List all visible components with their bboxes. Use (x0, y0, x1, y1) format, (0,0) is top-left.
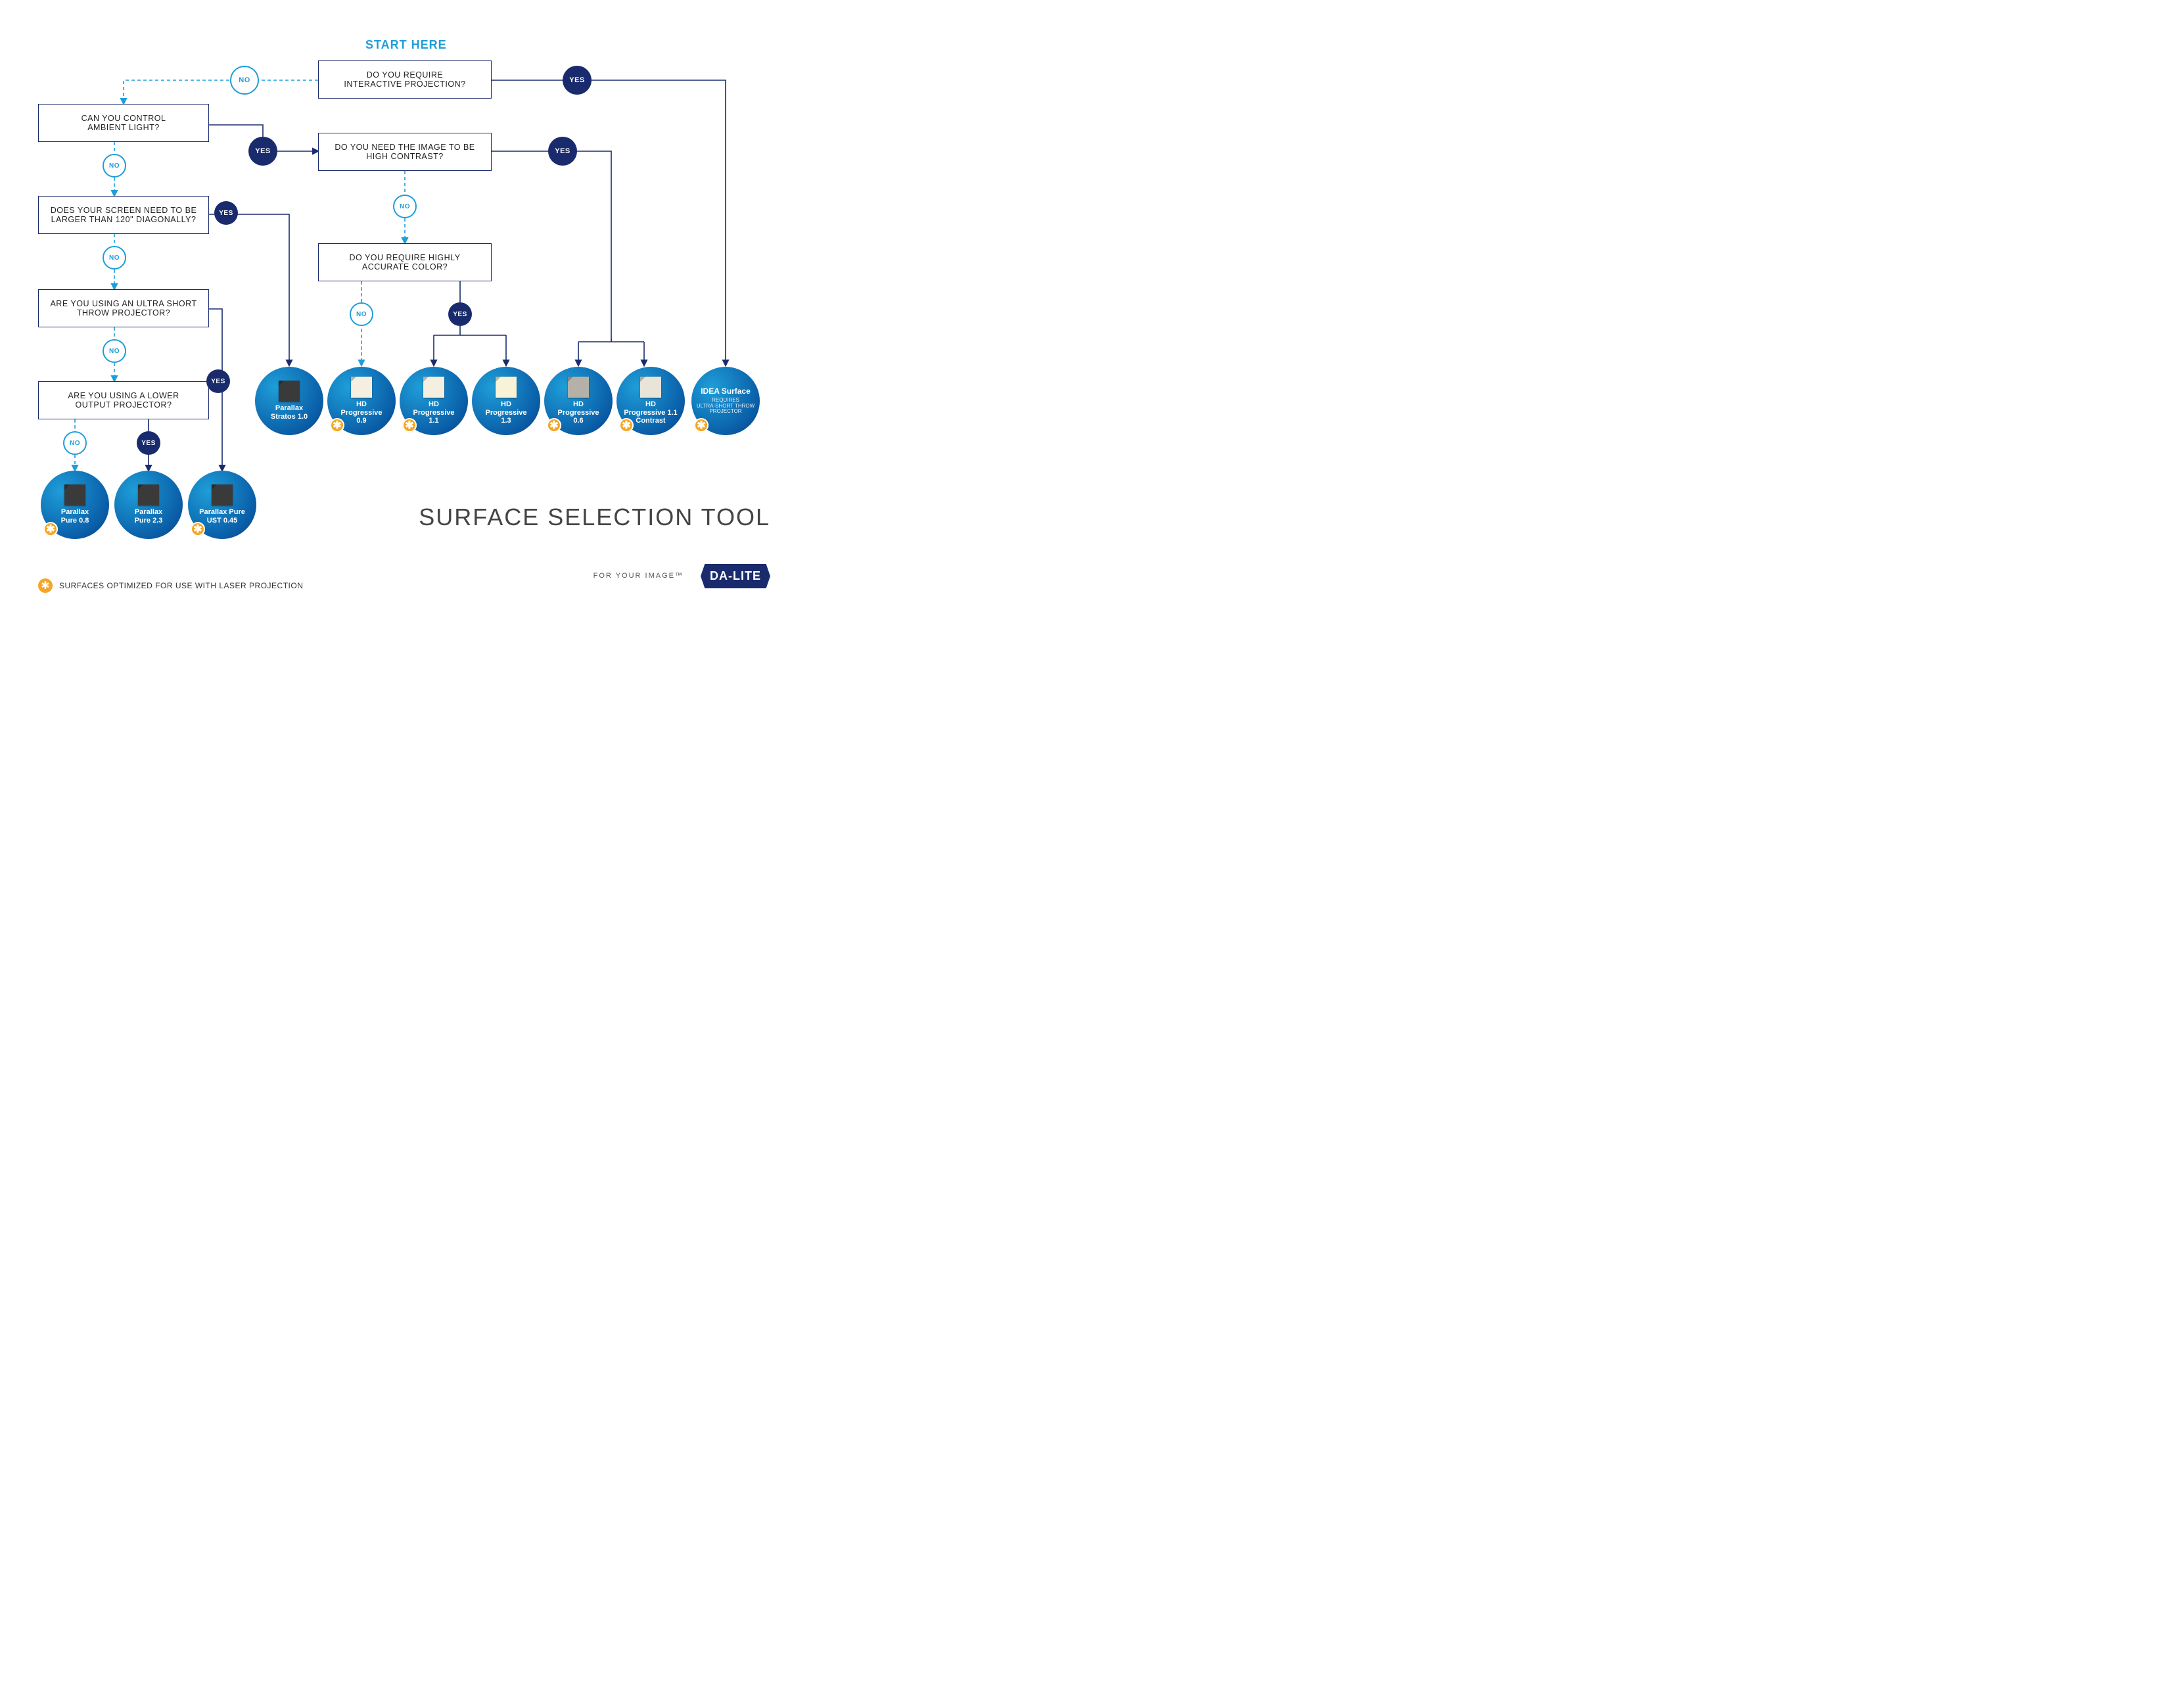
badge-yes-q3: YES (548, 137, 577, 166)
swatch-icon (138, 484, 159, 505)
badge-no-q2: NO (103, 154, 126, 177)
badge-no-q1: NO (230, 66, 259, 95)
laser-star-icon: ✱ (191, 522, 205, 536)
product-label: HDProgressive1.3 (482, 400, 531, 425)
laser-star-icon: ✱ (402, 418, 417, 433)
start-here-label: START HERE (365, 38, 447, 52)
product-label: HDProgressive0.6 (554, 400, 603, 425)
badge-yes-q6: YES (448, 302, 472, 326)
product-label: ParallaxPure 2.3 (131, 508, 167, 525)
swatch-icon (423, 377, 444, 398)
product-label: HDProgressive0.9 (337, 400, 386, 425)
product-parallax-pure-ust-045: Parallax PureUST 0.45 ✱ (188, 471, 256, 539)
product-parallax-stratos-10: ParallaxStratos 1.0 (255, 367, 323, 435)
swatch-icon (496, 377, 517, 398)
swatch-icon (279, 381, 300, 402)
laser-star-icon: ✱ (547, 418, 561, 433)
question-ambient-light: CAN YOU CONTROLAMBIENT LIGHT? (38, 104, 209, 142)
swatch-icon (568, 377, 589, 398)
product-idea-surface: IDEA Surface REQUIRESULTRA-SHORT THROWPR… (691, 367, 760, 435)
page-title: SURFACE SELECTION TOOL (419, 504, 770, 531)
badge-no-q6: NO (350, 302, 373, 326)
badge-yes-q4: YES (214, 201, 238, 225)
badge-no-q7: NO (63, 431, 87, 455)
badge-no-q3: NO (393, 195, 417, 218)
product-parallax-pure-08: ParallaxPure 0.8 ✱ (41, 471, 109, 539)
badge-yes-q7: YES (137, 431, 160, 455)
product-sublabel: REQUIRESULTRA-SHORT THROWPROJECTOR (693, 398, 758, 415)
swatch-icon (212, 484, 233, 505)
swatch-icon (640, 377, 661, 398)
badge-yes-q5: YES (206, 369, 230, 393)
product-parallax-pure-23: ParallaxPure 2.3 (114, 471, 183, 539)
badge-no-q5: NO (103, 339, 126, 363)
badge-no-q4: NO (103, 246, 126, 270)
swatch-icon (64, 484, 85, 505)
question-ultra-short-throw: ARE YOU USING AN ULTRA SHORTTHROW PROJEC… (38, 289, 209, 327)
question-interactive-projection: DO YOU REQUIREINTERACTIVE PROJECTION? (318, 60, 492, 99)
product-hd-progressive-06: HDProgressive0.6 ✱ (544, 367, 613, 435)
question-larger-120: DOES YOUR SCREEN NEED TO BELARGER THAN 1… (38, 196, 209, 234)
laser-star-icon: ✱ (619, 418, 634, 433)
laser-star-icon: ✱ (330, 418, 344, 433)
badge-yes-q2: YES (248, 137, 277, 166)
legend-text: SURFACES OPTIMIZED FOR USE WITH LASER PR… (59, 581, 303, 590)
swatch-icon (351, 377, 372, 398)
laser-star-icon: ✱ (43, 522, 58, 536)
product-hd-progressive-11-contrast: HDProgressive 1.1Contrast ✱ (616, 367, 685, 435)
product-label: Parallax PureUST 0.45 (195, 508, 249, 525)
product-label: HDProgressive1.1 (409, 400, 459, 425)
product-label: IDEA Surface (697, 387, 755, 396)
legend-star-icon: ✱ (38, 578, 53, 593)
product-hd-progressive-11: HDProgressive1.1 ✱ (400, 367, 468, 435)
dalite-logo: DA-LITE (701, 564, 770, 588)
question-high-contrast: DO YOU NEED THE IMAGE TO BEHIGH CONTRAST… (318, 133, 492, 171)
flowchart-canvas: START HERE DO YOU REQUIREINTERACTIVE PRO… (0, 0, 802, 620)
laser-star-icon: ✱ (694, 418, 709, 433)
product-hd-progressive-09: HDProgressive0.9 ✱ (327, 367, 396, 435)
product-hd-progressive-13: HDProgressive1.3 (472, 367, 540, 435)
question-lower-output: ARE YOU USING A LOWEROUTPUT PROJECTOR? (38, 381, 209, 419)
question-accurate-color: DO YOU REQUIRE HIGHLYACCURATE COLOR? (318, 243, 492, 281)
tagline: FOR YOUR IMAGE™ (593, 572, 684, 580)
product-label: ParallaxStratos 1.0 (267, 404, 312, 421)
badge-yes-q1: YES (563, 66, 592, 95)
product-label: ParallaxPure 0.8 (57, 508, 93, 525)
